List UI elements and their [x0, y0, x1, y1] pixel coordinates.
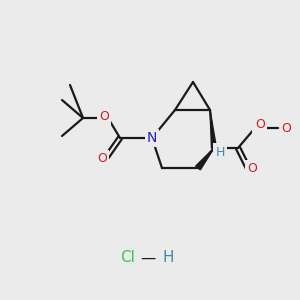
Text: O: O	[281, 122, 291, 134]
Text: H: H	[215, 146, 225, 158]
Polygon shape	[210, 110, 217, 148]
Text: O: O	[97, 152, 107, 166]
Text: N: N	[147, 131, 157, 145]
Text: H: H	[162, 250, 174, 266]
Text: —: —	[140, 250, 156, 266]
Text: O: O	[255, 118, 265, 131]
Polygon shape	[196, 148, 214, 170]
Text: O: O	[254, 121, 264, 134]
Text: O: O	[247, 163, 257, 176]
Text: O: O	[99, 110, 109, 124]
Text: Cl: Cl	[121, 250, 135, 266]
